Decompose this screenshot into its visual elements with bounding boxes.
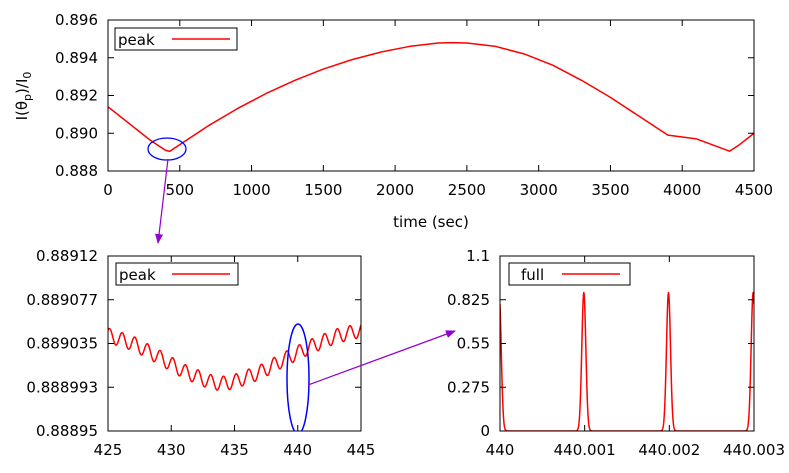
top-ytick-label: 0.890 [55, 124, 98, 142]
top-xtick-label: 1500 [304, 181, 342, 199]
bottom-left-chart-frame [107, 255, 362, 432]
top-chart-plot [108, 41, 754, 153]
bottom-left-chart-plot [108, 324, 361, 391]
bottom-right-ytick-label: 0.825 [447, 291, 490, 309]
bottom-right-chart-frame [499, 255, 755, 432]
bottom-right-chart-ticks: 440 440.001 440.002 440.003 0 0.275 0.55 0.825 1… [447, 247, 785, 459]
zoom-arrow-top-to-left [155, 158, 169, 244]
bottom-left-legend-label: peak [119, 266, 156, 284]
top-series-peak [108, 41, 754, 153]
bottom-left-ytick-label: 0.889035 [26, 335, 98, 353]
top-ytick-label: 0.888 [55, 162, 98, 180]
top-xtick-label: 3500 [591, 181, 629, 199]
top-xtick-label: 4000 [663, 181, 701, 199]
top-xtick-label: 1000 [232, 181, 270, 199]
top-chart-legend: peak [114, 27, 238, 51]
top-ytick-label: 0.894 [55, 49, 98, 67]
bottom-right-ytick-label: 1.1 [466, 247, 490, 265]
top-xtick-label: 3000 [520, 181, 558, 199]
top-chart-ylabel: I(θp)/I0 [13, 72, 34, 121]
bottom-right-legend-label: full [521, 266, 544, 284]
bottom-right-xtick-label: 440.002 [638, 441, 700, 459]
bottom-left-xtick-label: 440 [283, 441, 312, 459]
bottom-left-zoom-ellipse [286, 323, 310, 431]
bottom-right-ytick-label: 0 [480, 422, 490, 440]
bottom-left-xtick-label: 430 [157, 441, 186, 459]
bottom-left-ytick-label: 0.88895 [36, 422, 98, 440]
top-xtick-label: 4500 [735, 181, 773, 199]
bottom-right-chart-plot [500, 291, 754, 431]
bottom-left-series-peak [108, 324, 361, 391]
top-xtick-label: 500 [165, 181, 194, 199]
bottom-right-chart-legend: full [508, 262, 631, 286]
bottom-left-chart-legend: peak [115, 262, 239, 286]
bottom-left-ytick-label: 0.88912 [36, 247, 98, 265]
top-ytick-label: 0.892 [55, 87, 98, 105]
top-xtick-label: 0 [103, 181, 113, 199]
bottom-left-xtick-label: 435 [220, 441, 249, 459]
bottom-right-ytick-label: 0.55 [457, 335, 490, 353]
bottom-right-xtick-label: 440.001 [554, 441, 616, 459]
bottom-left-xtick-label: 445 [347, 441, 376, 459]
bottom-left-ytick-label: 0.888993 [26, 378, 98, 396]
bottom-right-chart: 440 440.001 440.002 440.003 0 0.275 0.55 0.825 1… [447, 247, 785, 459]
top-xtick-label: 2000 [376, 181, 414, 199]
top-xtick-label: 2500 [448, 181, 486, 199]
top-chart-xlabel: time (sec) [393, 213, 469, 231]
zoom-arrow-left-to-right [307, 330, 456, 386]
bottom-right-ytick-label: 0.275 [447, 378, 490, 396]
top-zoom-ellipse [147, 137, 187, 161]
bottom-right-series-full [500, 291, 754, 431]
top-legend-label: peak [118, 31, 155, 49]
top-chart-ticks: 0 500 1000 1500 2000 2500 3000 3500 4000 4500 0.88… [55, 11, 773, 199]
top-chart: 0 500 1000 1500 2000 2500 3000 3500 4000 4500 0.88… [13, 11, 773, 231]
bottom-left-ytick-label: 0.889077 [26, 291, 98, 309]
top-chart-frame [107, 19, 755, 172]
bottom-left-chart: 425 430 435 440 445 0.88895 0.888993 0.889035 0.… [26, 247, 375, 459]
bottom-right-xtick-label: 440.003 [723, 441, 785, 459]
bottom-left-xtick-label: 425 [94, 441, 123, 459]
bottom-left-chart-ticks: 425 430 435 440 445 0.88895 0.888993 0.889035 0.… [26, 247, 375, 459]
top-ytick-label: 0.896 [55, 11, 98, 29]
bottom-right-xtick-label: 440 [486, 441, 515, 459]
